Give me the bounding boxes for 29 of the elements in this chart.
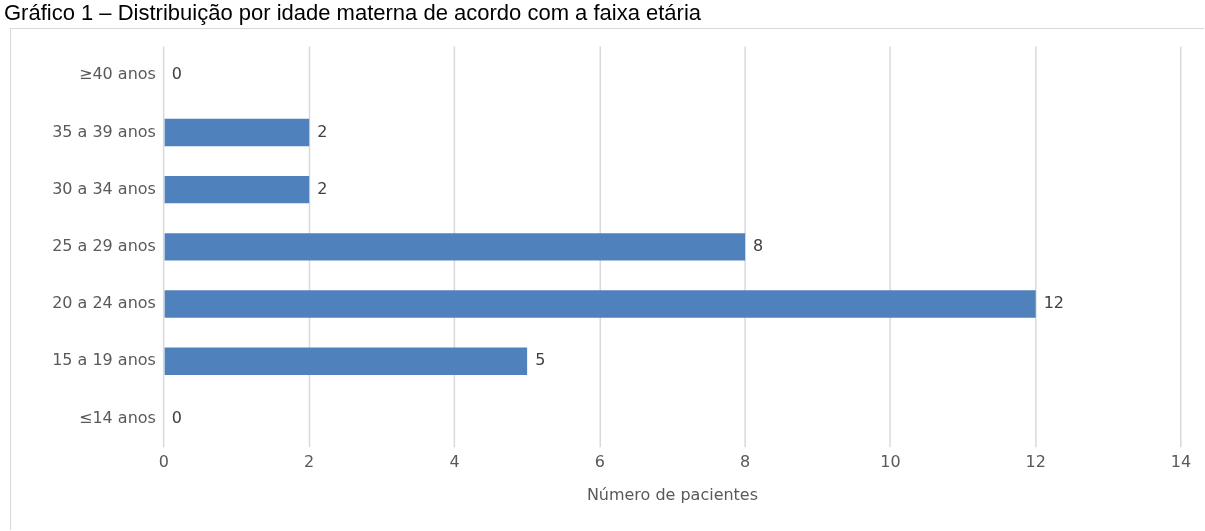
data-label: 12 xyxy=(1043,293,1065,313)
y-tick-label: ≤14 anos xyxy=(79,407,156,427)
y-tick-label: 30 a 34 anos xyxy=(52,178,156,198)
x-tick-label: 6 xyxy=(594,451,605,471)
bar xyxy=(164,175,310,204)
data-label: 8 xyxy=(753,236,764,256)
y-tick-label: ≥40 anos xyxy=(79,64,156,84)
x-tick-label: 14 xyxy=(1170,451,1192,471)
chart-title: Gráfico 1 – Distribuição por idade materna de acordo com a faixa etária xyxy=(4,0,702,26)
bar xyxy=(164,290,1036,318)
data-label: 0 xyxy=(171,407,183,427)
x-axis-title: Número de pacientes xyxy=(586,484,759,504)
y-tick-label: 20 a 24 anos xyxy=(52,293,156,313)
x-tick-label: 8 xyxy=(740,451,751,471)
bar xyxy=(164,347,528,376)
bar xyxy=(164,118,310,147)
y-tick-label: 35 a 39 anos xyxy=(52,121,156,141)
data-label: 0 xyxy=(171,64,183,84)
x-tick-label: 0 xyxy=(158,451,169,471)
x-tick-label: 2 xyxy=(304,451,315,471)
data-label: 5 xyxy=(535,350,546,370)
x-tick-label: 10 xyxy=(880,451,901,471)
data-label: 2 xyxy=(317,121,328,141)
bar xyxy=(164,233,746,261)
data-label: 2 xyxy=(317,178,328,198)
y-tick-label: 15 a 19 anos xyxy=(52,350,156,370)
x-tick-label: 12 xyxy=(1025,451,1046,471)
x-tick-label: 4 xyxy=(449,451,460,471)
y-tick-label: 25 a 29 anos xyxy=(52,236,156,256)
